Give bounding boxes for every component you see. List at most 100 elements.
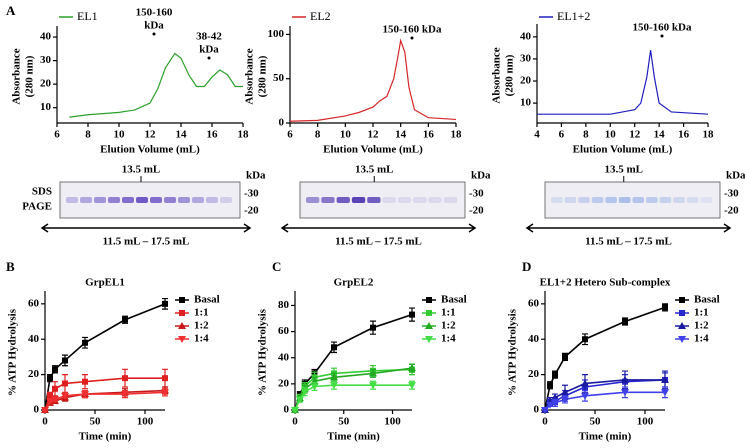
x-tick-label: 100 — [384, 416, 401, 428]
gel-band — [206, 197, 218, 203]
gel-band — [80, 197, 92, 203]
x-tick-label: 14 — [176, 129, 188, 141]
gel-band — [136, 197, 148, 203]
data-point — [582, 336, 588, 343]
series-line — [294, 384, 412, 411]
gel-band — [551, 197, 563, 203]
x-axis-label: Time (min) — [579, 431, 632, 443]
gel-unit: kDa — [471, 170, 491, 182]
y-tick-label: 40 — [28, 333, 40, 345]
data-point — [47, 392, 53, 399]
gel-marker: 13.5 mL — [605, 164, 644, 176]
legend-marker — [425, 322, 433, 329]
data-point — [310, 383, 319, 391]
data-point — [621, 375, 629, 383]
gel-band — [351, 197, 366, 203]
x-axis-label: Elution Volume (mL) — [100, 144, 200, 156]
y-tick-label: 20 — [520, 75, 532, 87]
data-point — [51, 396, 59, 404]
legend-label: 1:4 — [441, 333, 456, 345]
gel-band — [178, 197, 190, 203]
range-arrow — [525, 223, 732, 233]
series-line — [537, 50, 709, 115]
data-point — [661, 375, 669, 383]
data-point — [552, 371, 558, 378]
x-tick-label: 10 — [114, 129, 126, 141]
gel-band — [382, 197, 396, 203]
gel-band — [150, 197, 162, 203]
gel-band — [428, 197, 442, 203]
data-point — [82, 339, 88, 346]
data-point — [330, 373, 338, 381]
x-tick-label: 6 — [54, 129, 60, 141]
x-tick-label: 4 — [534, 129, 540, 141]
peak-dot — [152, 32, 156, 36]
data-point — [162, 375, 168, 382]
y-tick-label: 60 — [278, 325, 290, 337]
data-point — [331, 344, 337, 351]
y-tick-label: 60 — [28, 297, 40, 309]
x-tick-label: 8 — [583, 129, 589, 141]
data-point — [370, 324, 376, 331]
x-tick-label: 12 — [145, 129, 157, 141]
x-tick-label: 18 — [703, 129, 715, 141]
data-point — [561, 388, 569, 396]
series-line — [289, 38, 457, 122]
gel-tick: -30 — [724, 188, 739, 200]
gel-band — [321, 197, 335, 203]
legend-label: 1:1 — [694, 307, 709, 319]
gel-band — [367, 197, 381, 203]
legend-marker — [178, 336, 186, 343]
series-line — [294, 313, 413, 411]
legend-label: EL1+2 — [557, 9, 590, 23]
gel-range: 11.5 mL – 17.5 mL — [103, 236, 190, 248]
x-tick-label: 14 — [654, 129, 666, 141]
y-tick-label: 80 — [278, 299, 290, 311]
x-axis-label: Elution Volume (mL) — [573, 144, 673, 156]
gel-band — [673, 197, 685, 203]
y-tick-label: 20 — [278, 377, 290, 389]
legend-label: 1:1 — [194, 307, 209, 319]
gel-band — [413, 197, 427, 203]
gel-band — [122, 197, 134, 203]
y-tick-label: 20 — [528, 368, 540, 380]
legend-label: Basal — [194, 294, 220, 306]
legend-label: 1:2 — [694, 320, 709, 332]
legend-marker — [425, 336, 433, 343]
annotation: kDa — [144, 20, 164, 32]
range-arrow — [280, 223, 477, 233]
y-tick-label: 10 — [40, 101, 52, 113]
gel-band — [192, 197, 204, 203]
x-tick-label: 12 — [368, 129, 380, 141]
y-axis-label: (280 nm) — [504, 54, 516, 96]
data-point — [61, 392, 69, 400]
gel-band — [164, 197, 176, 203]
y-tick-label: 20 — [28, 368, 40, 380]
data-point — [291, 407, 299, 414]
series-line — [69, 52, 243, 118]
x-tick-label: 18 — [451, 129, 463, 141]
gel-band — [632, 197, 645, 203]
gel-range: 11.5 mL – 17.5 mL — [335, 236, 422, 248]
x-tick-label: 0 — [292, 416, 298, 428]
gel-band — [66, 197, 78, 203]
peak-dot — [410, 36, 414, 40]
range-arrow — [40, 223, 252, 233]
x-tick-label: 16 — [423, 129, 435, 141]
y-axis-label: % ATP Hydrolysis — [7, 308, 19, 396]
y-tick-label: 60 — [528, 297, 540, 309]
chart-title: GrpEL2 — [334, 277, 374, 289]
chart-title: EL1+2 Hetero Sub-complex — [540, 277, 671, 289]
legend-marker — [679, 297, 685, 303]
data-point — [162, 300, 168, 307]
y-tick-label: 0 — [284, 404, 290, 416]
data-point — [551, 399, 559, 407]
annotation: 150-160 kDa — [633, 22, 692, 34]
gel-band — [397, 197, 412, 203]
gel-tick: -20 — [724, 205, 739, 217]
data-point — [541, 407, 549, 414]
x-tick-label: 0 — [42, 416, 48, 428]
legend-marker — [179, 310, 185, 316]
gel-band — [686, 197, 699, 203]
x-tick-label: 6 — [559, 129, 565, 141]
